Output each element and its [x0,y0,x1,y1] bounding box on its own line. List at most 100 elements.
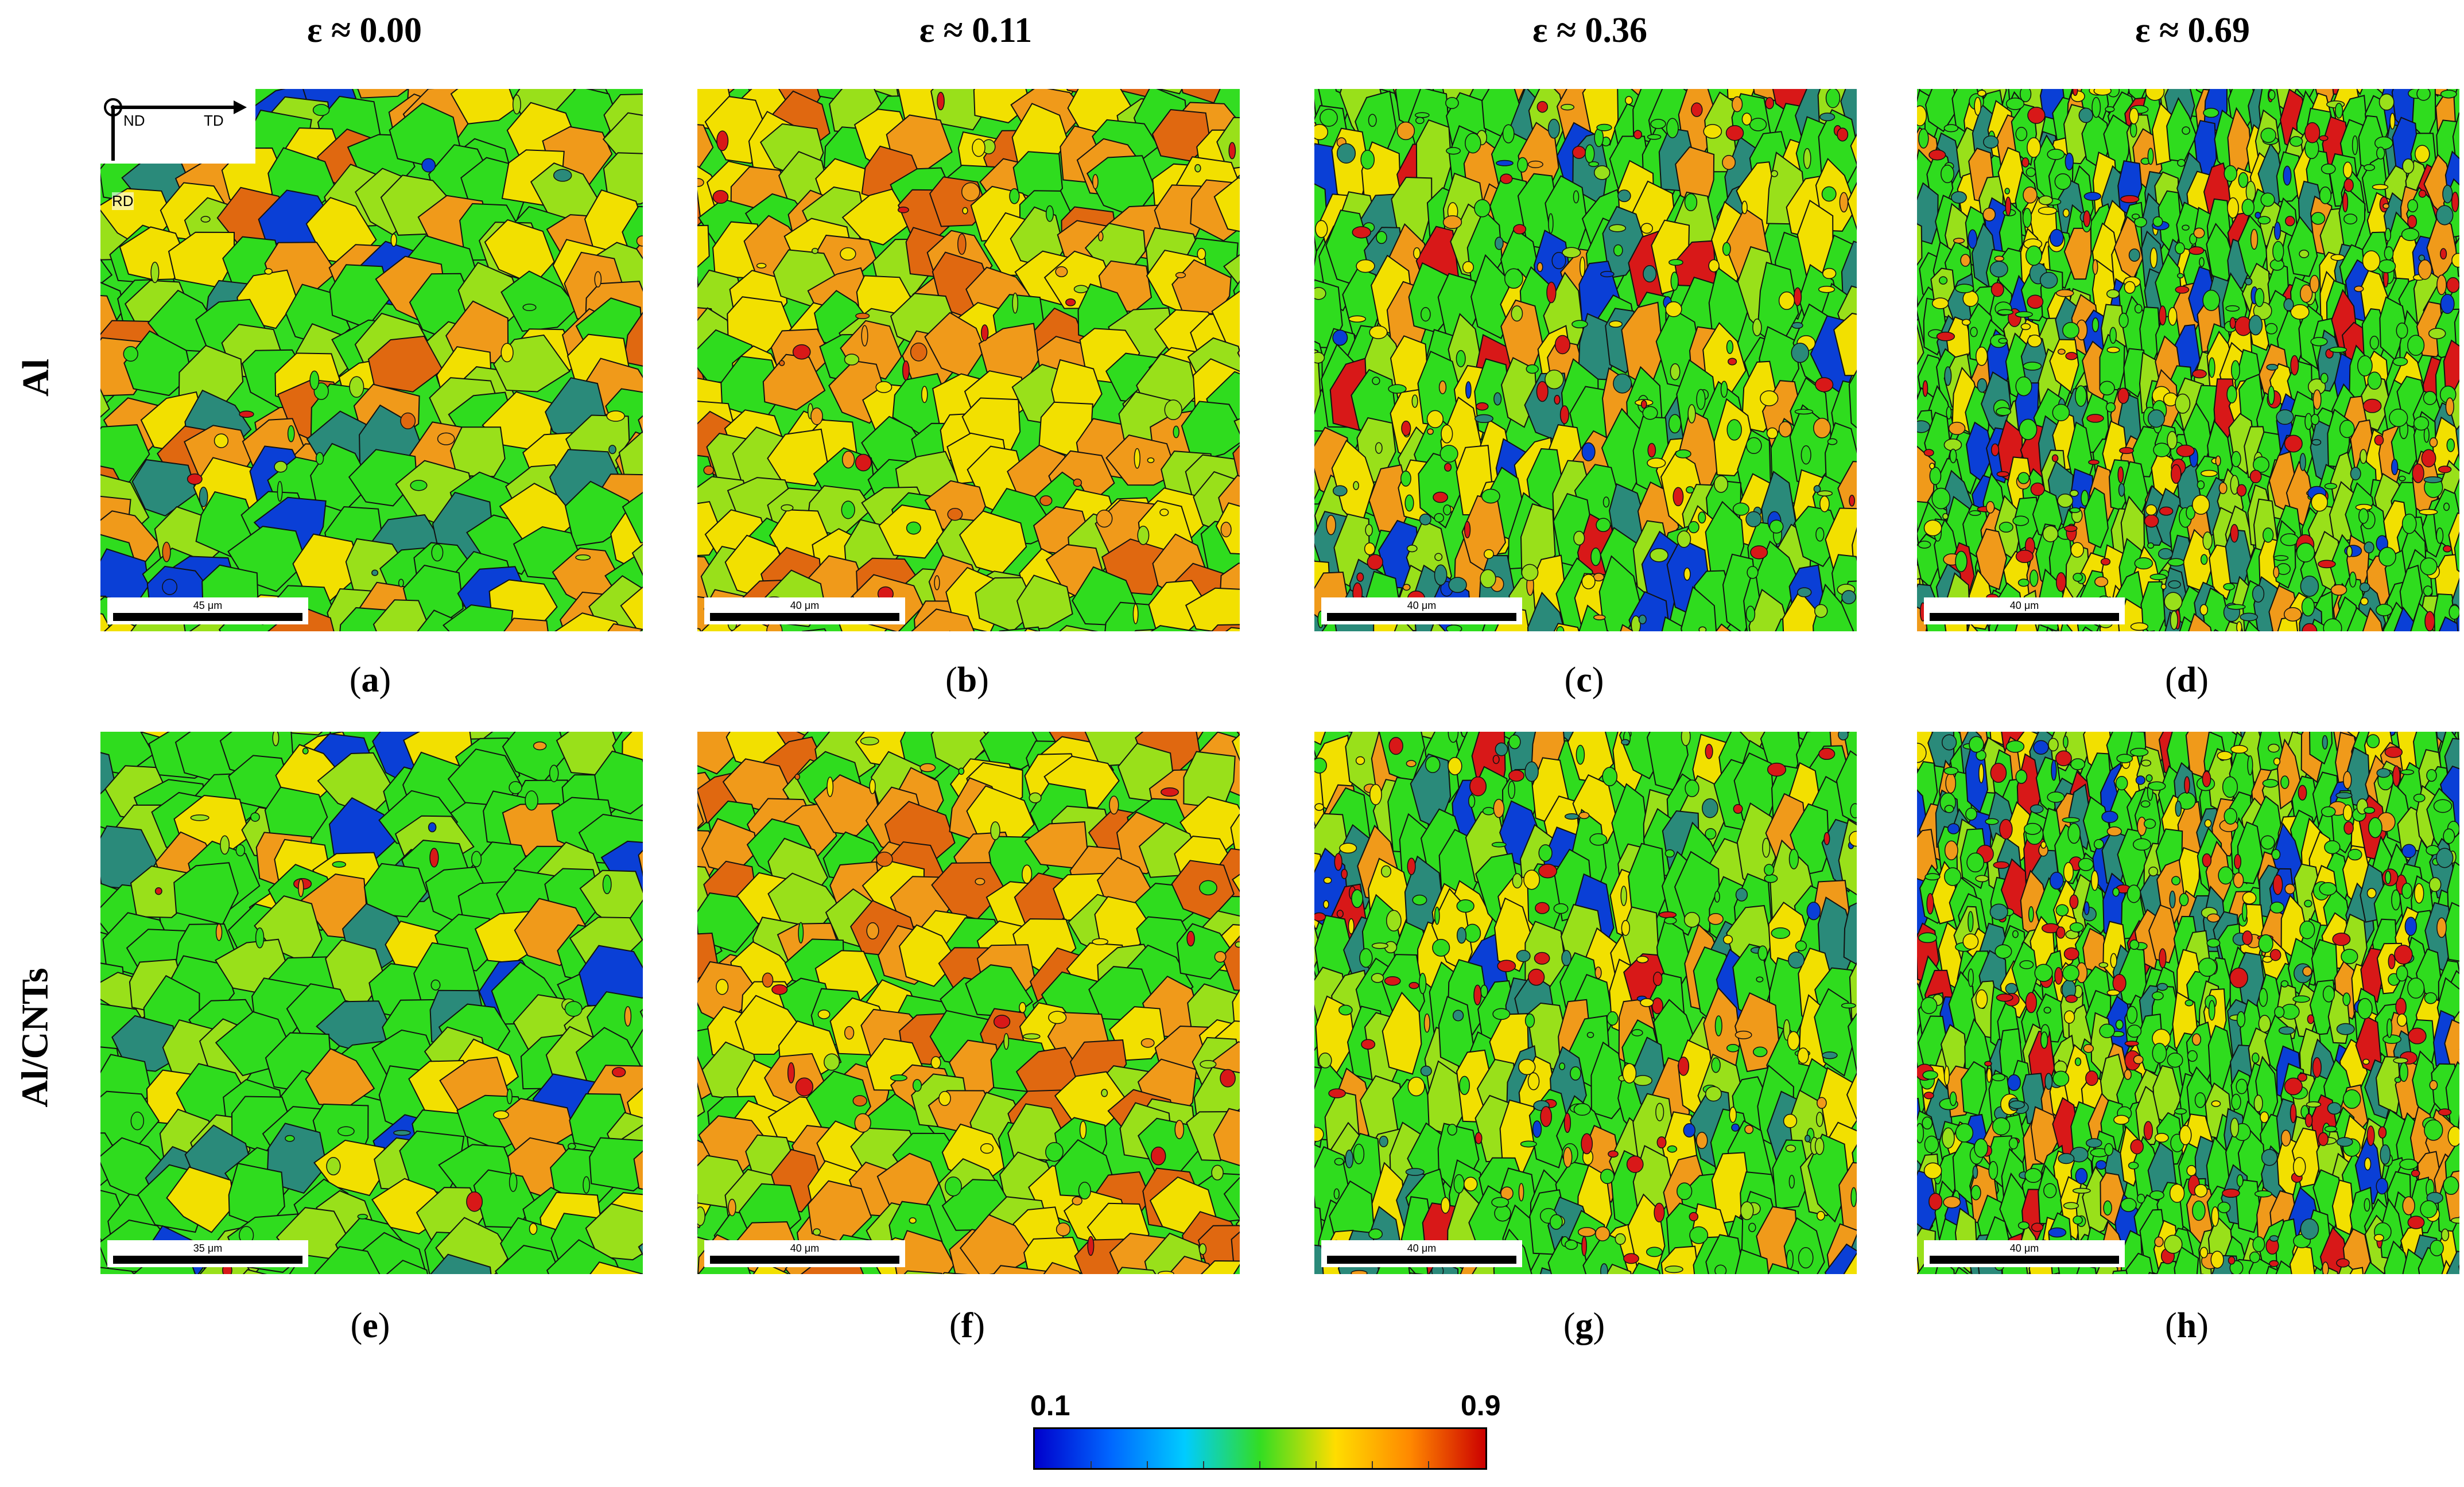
subgrain [2198,957,2217,977]
subgrain [1194,164,1201,173]
subgrain [1733,803,1743,814]
subgrain [2341,949,2358,964]
subgrain [2096,1160,2107,1170]
grain [1620,624,1635,631]
grain [594,750,643,815]
subgrain [2211,1100,2221,1107]
subgrain [264,268,273,275]
subgrain [1939,276,1948,285]
subgrain [522,304,537,312]
subgrain [2260,1111,2269,1123]
subgrain [2438,465,2452,473]
subgrain [2430,1240,2444,1256]
subgrain [1975,875,1989,883]
subgrain [2024,1168,2042,1183]
subgrain [2067,822,2081,844]
subgrain [2395,997,2407,1016]
subgrain [1725,125,1744,141]
grain [2444,1019,2459,1077]
subgrain [1695,1132,1708,1150]
subgrain [1480,569,1496,588]
subgrain [2086,414,2104,423]
subgrain [1994,255,2004,262]
subgrain [2391,459,2399,476]
grain [1917,182,1939,245]
subgrain [1817,1211,1825,1221]
subgrain [861,325,868,347]
subgrain [2064,525,2078,532]
subgrain [1521,564,1539,581]
subgrain [1447,1124,1457,1136]
subgrain [1948,421,1966,435]
subgrain [2443,1176,2459,1195]
subgrain [1426,410,1444,428]
subgrain [962,207,968,215]
subgrain [1607,1011,1619,1026]
scale-bar-f: 40 μm [704,1240,905,1267]
subgrain [1608,224,1627,232]
subgrain [2376,768,2391,778]
subgrain [2098,962,2109,968]
grain [1185,587,1240,631]
subgrain [1640,998,1654,1007]
subgrain [1814,604,1828,618]
subgrain [902,360,910,381]
subgrain [1815,377,1834,393]
subgrain [2301,597,2315,617]
grain [801,628,826,631]
subgrain [1220,1069,1236,1088]
grain [1838,1162,1857,1241]
subgrain [1565,1240,1578,1250]
subgrain [1615,1233,1626,1245]
grain [903,1270,942,1274]
grain [443,604,514,631]
grain [697,802,704,829]
subgrain [1386,910,1402,932]
subgrain [2070,758,2086,770]
grain [1230,814,1240,857]
subgrain [2420,1200,2438,1218]
subgrain [2382,203,2390,209]
grain [2443,339,2459,395]
subgrain [2436,848,2454,868]
subgrain [1708,913,1724,925]
subgrain [1788,951,1805,969]
subgrain [840,247,856,261]
subgrain [2297,1073,2307,1082]
subgrain [1714,1264,1727,1274]
subgrain [1101,1089,1108,1097]
subgrain [2110,953,2117,968]
subgrain [2364,1198,2370,1212]
grain [357,89,409,99]
subgrain [990,821,1000,841]
subgrain [1806,902,1821,921]
subgrain [1535,902,1550,914]
grain [697,1082,705,1117]
subgrain [2236,1011,2246,1028]
subgrain [2129,107,2139,125]
scale-bar-a: 45 μm [107,597,308,624]
subgrain [1678,1056,1690,1076]
subgrain [2106,989,2120,996]
subgrain [2153,442,2171,457]
subgrain [2186,505,2195,520]
subgrain [2276,409,2294,425]
subgrain [947,508,963,521]
subgrain [841,500,855,519]
subgrain [795,1077,814,1097]
subgrain [1968,911,1974,933]
subgrain [1079,1120,1087,1139]
subgrain [762,972,774,988]
grain [1632,1262,1661,1274]
subgrain [2372,184,2389,191]
subgrain [2424,1119,2443,1141]
subgrain [1757,945,1768,961]
subgrain [2175,801,2182,817]
subgrain [2007,1074,2021,1091]
subgrain [1659,911,1677,918]
subgrain [1955,284,1974,293]
subgrain [2203,107,2219,118]
subgrain [393,1129,411,1136]
column-title-4: ε ≈ 0.69 [2135,11,2250,50]
subgrain [2189,246,2205,255]
